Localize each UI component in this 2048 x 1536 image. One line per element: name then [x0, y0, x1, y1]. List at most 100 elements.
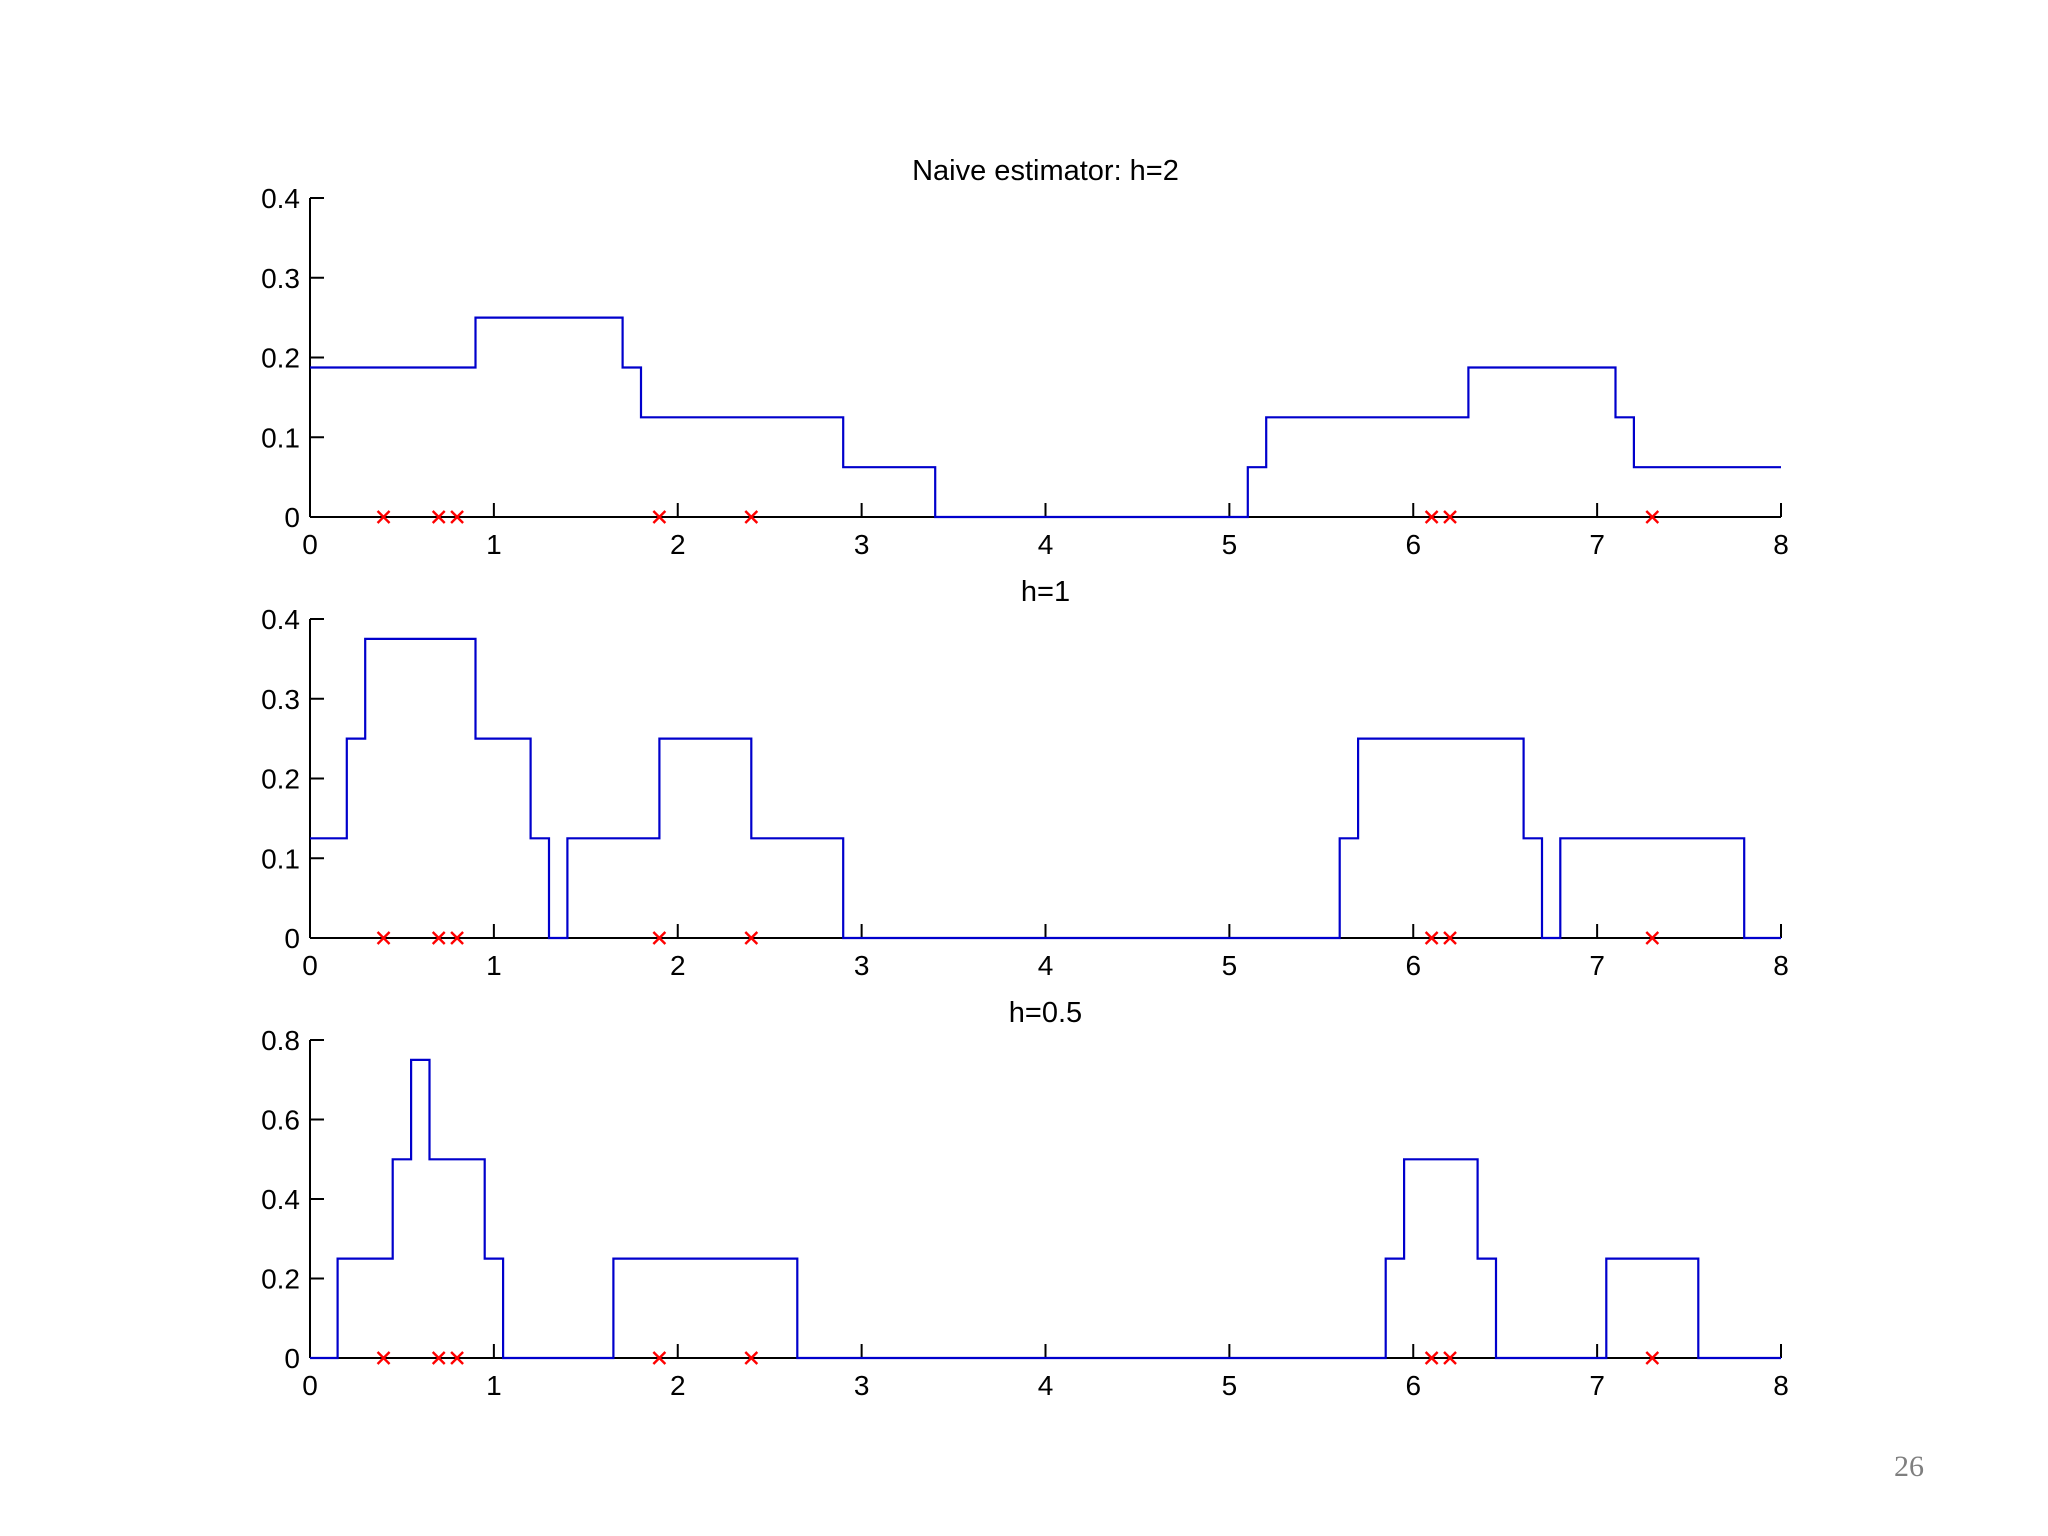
chart-panel-h05: h=0.5 0 0.2 0.4 0.6 0.8 0 1 2 3 4 5 6 7 8	[261, 997, 1789, 1401]
x-tick-label: 4	[1038, 529, 1054, 560]
density-step-line	[310, 1058, 1781, 1360]
x-tick-label: 5	[1222, 950, 1238, 981]
y-tick-label: 0.2	[261, 1264, 300, 1295]
y-tick-label: 0	[284, 1343, 300, 1374]
x-tick-label: 6	[1405, 950, 1421, 981]
sample-marker	[744, 931, 759, 945]
x-tick-label: 4	[1038, 1370, 1054, 1401]
x-tick-label: 8	[1773, 1370, 1789, 1401]
x-tick-label: 7	[1589, 1370, 1605, 1401]
y-tick-label: 0	[284, 923, 300, 954]
sample-marker-stroke	[450, 1351, 464, 1365]
y-tick-label: 0.8	[261, 1025, 300, 1056]
sample-marker-stroke	[1424, 931, 1439, 945]
x-tick-label: 5	[1222, 1370, 1238, 1401]
x-tick-label: 6	[1405, 1370, 1421, 1401]
sample-marker	[376, 1351, 391, 1365]
sample-marker-stroke	[1645, 931, 1660, 945]
sample-marker	[744, 510, 759, 524]
y-tick-label: 0	[284, 502, 300, 533]
y-tick-label: 0.1	[261, 843, 300, 874]
sample-marker	[431, 931, 446, 945]
x-tick-label: 1	[486, 950, 502, 981]
sample-marker	[1443, 1351, 1457, 1365]
density-step-line	[310, 316, 1781, 519]
x-tick-label: 3	[854, 529, 870, 560]
x-tick-label: 0	[302, 950, 318, 981]
sample-marker	[652, 1351, 667, 1365]
x-tick-label: 0	[302, 1370, 318, 1401]
sample-marker	[376, 510, 391, 524]
sample-marker-stroke	[1424, 510, 1439, 524]
density-step-line	[310, 637, 1781, 940]
x-tick-label: 4	[1038, 950, 1054, 981]
sample-marker	[1424, 510, 1439, 524]
x-tick-label: 1	[486, 529, 502, 560]
x-tick-label: 7	[1589, 529, 1605, 560]
y-tick-label: 0.3	[261, 684, 300, 715]
sample-marker-stroke	[1443, 1351, 1457, 1365]
sample-marker-stroke	[450, 931, 464, 945]
sample-marker-stroke	[431, 510, 446, 524]
x-tick-label: 8	[1773, 529, 1789, 560]
chart-title: h=0.5	[1009, 997, 1082, 1029]
y-tick-label: 0.3	[261, 263, 300, 294]
x-tick-label: 1	[486, 1370, 502, 1401]
sample-marker-stroke	[652, 1351, 667, 1365]
sample-marker-stroke	[652, 931, 667, 945]
sample-marker-stroke	[1424, 1351, 1439, 1365]
x-tick-label: 3	[854, 1370, 870, 1401]
chart-panel-h2: Naive estimator: h=2 0 0.1 0.2 0.3 0.4 0 1 2 3 4 5 6…	[261, 155, 1789, 560]
x-tick-label: 5	[1222, 529, 1238, 560]
x-tick-label: 7	[1589, 950, 1605, 981]
sample-marker	[431, 1351, 446, 1365]
y-tick-label: 0.4	[261, 1184, 300, 1215]
sample-marker-stroke	[376, 510, 391, 524]
chart-title: h=1	[1021, 576, 1070, 608]
x-tick-label: 6	[1405, 529, 1421, 560]
sample-marker	[1443, 931, 1457, 945]
sample-marker-stroke	[450, 510, 464, 524]
sample-marker-stroke	[744, 1351, 759, 1365]
sample-marker	[450, 510, 464, 524]
y-tick-label: 0.1	[261, 422, 300, 453]
sample-marker-stroke	[652, 510, 667, 524]
y-tick-label: 0.2	[261, 764, 300, 795]
sample-marker	[1424, 931, 1439, 945]
sample-marker	[744, 1351, 759, 1365]
chart-title: Naive estimator: h=2	[912, 155, 1179, 187]
sample-marker	[450, 1351, 464, 1365]
sample-marker-stroke	[431, 1351, 446, 1365]
sample-marker-stroke	[1443, 510, 1457, 524]
sample-marker	[450, 931, 464, 945]
x-tick-label: 8	[1773, 950, 1789, 981]
y-tick-label: 0.6	[261, 1105, 300, 1136]
sample-marker-stroke	[376, 931, 391, 945]
sample-marker	[652, 510, 667, 524]
sample-marker-stroke	[744, 931, 759, 945]
sample-marker-stroke	[1645, 1351, 1660, 1365]
x-tick-label: 0	[302, 529, 318, 560]
sample-marker-stroke	[1443, 931, 1457, 945]
sample-marker	[1645, 1351, 1660, 1365]
sample-marker	[376, 931, 391, 945]
sample-marker	[1443, 510, 1457, 524]
y-tick-label: 0.2	[261, 343, 300, 374]
sample-marker	[652, 931, 667, 945]
x-tick-label: 2	[670, 950, 686, 981]
sample-marker	[1645, 931, 1660, 945]
sample-marker	[431, 510, 446, 524]
sample-marker-stroke	[1645, 510, 1660, 524]
sample-marker	[1424, 1351, 1439, 1365]
x-tick-label: 3	[854, 950, 870, 981]
y-tick-label: 0.4	[261, 604, 300, 635]
sample-marker-stroke	[744, 510, 759, 524]
y-tick-label: 0.4	[261, 183, 300, 214]
sample-marker-stroke	[376, 1351, 391, 1365]
x-tick-label: 2	[670, 529, 686, 560]
sample-marker-stroke	[431, 931, 446, 945]
sample-marker	[1645, 510, 1660, 524]
x-tick-label: 2	[670, 1370, 686, 1401]
chart-panel-h1: h=1 0 0.1 0.2 0.3 0.4 0 1 2 3 4 5 6 7 8	[261, 576, 1789, 981]
